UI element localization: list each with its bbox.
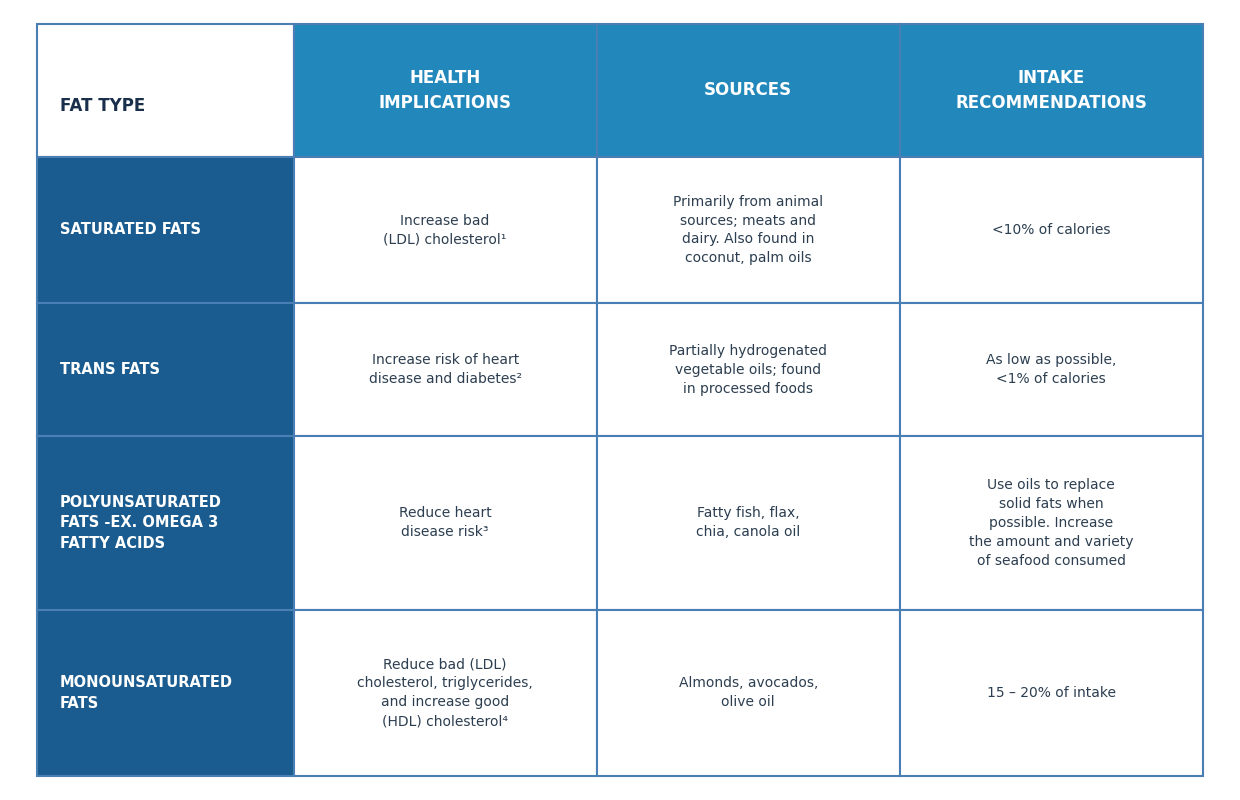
Text: Reduce heart
disease risk³: Reduce heart disease risk³	[399, 506, 491, 539]
Text: SOURCES: SOURCES	[704, 82, 792, 99]
Bar	[294, 157, 596, 303]
Bar	[596, 436, 900, 610]
Bar	[900, 24, 1203, 157]
Text: Almonds, avocados,
olive oil: Almonds, avocados, olive oil	[678, 677, 818, 710]
Text: FAT TYPE: FAT TYPE	[60, 98, 145, 115]
Bar	[294, 303, 596, 436]
Text: Use oils to replace
solid fats when
possible. Increase
the amount and variety
of: Use oils to replace solid fats when poss…	[968, 478, 1133, 568]
Bar	[900, 303, 1203, 436]
Bar	[37, 303, 294, 436]
Text: MONOUNSATURATED
FATS: MONOUNSATURATED FATS	[60, 675, 233, 710]
Bar	[37, 24, 294, 157]
Text: Increase bad
(LDL) cholesterol¹: Increase bad (LDL) cholesterol¹	[383, 214, 507, 246]
Bar	[596, 610, 900, 776]
Bar	[596, 303, 900, 436]
Bar	[294, 610, 596, 776]
Bar	[37, 436, 294, 610]
Bar	[37, 157, 294, 303]
Text: Partially hydrogenated
vegetable oils; found
in processed foods: Partially hydrogenated vegetable oils; f…	[670, 344, 827, 395]
Bar	[37, 610, 294, 776]
Bar	[900, 157, 1203, 303]
Bar	[900, 610, 1203, 776]
Bar	[294, 24, 596, 157]
Text: Reduce bad (LDL)
cholesterol, triglycerides,
and increase good
(HDL) cholesterol: Reduce bad (LDL) cholesterol, triglyceri…	[357, 658, 533, 728]
Bar	[294, 436, 596, 610]
Bar	[900, 436, 1203, 610]
Text: HEALTH
IMPLICATIONS: HEALTH IMPLICATIONS	[378, 70, 512, 111]
Bar	[596, 24, 900, 157]
Text: <10% of calories: <10% of calories	[992, 223, 1111, 237]
Text: INTAKE
RECOMMENDATIONS: INTAKE RECOMMENDATIONS	[955, 70, 1147, 111]
Text: TRANS FATS: TRANS FATS	[60, 362, 160, 377]
Text: Fatty fish, flax,
chia, canola oil: Fatty fish, flax, chia, canola oil	[696, 506, 800, 539]
Text: 15 – 20% of intake: 15 – 20% of intake	[987, 686, 1116, 700]
Text: As low as possible,
<1% of calories: As low as possible, <1% of calories	[986, 353, 1116, 386]
Text: SATURATED FATS: SATURATED FATS	[60, 222, 201, 238]
Text: Increase risk of heart
disease and diabetes²: Increase risk of heart disease and diabe…	[368, 353, 522, 386]
Bar	[596, 157, 900, 303]
Text: Primarily from animal
sources; meats and
dairy. Also found in
coconut, palm oils: Primarily from animal sources; meats and…	[673, 194, 823, 266]
Text: POLYUNSATURATED
FATS -EX. OMEGA 3
FATTY ACIDS: POLYUNSATURATED FATS -EX. OMEGA 3 FATTY …	[60, 495, 222, 551]
